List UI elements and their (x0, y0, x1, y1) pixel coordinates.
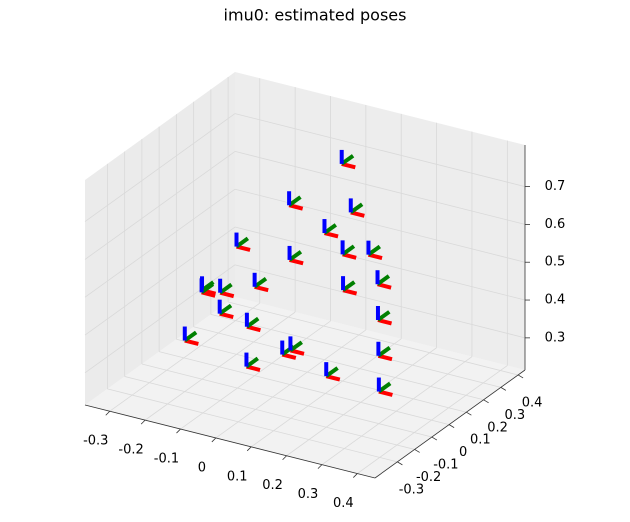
z-tick-label: 0.7 (545, 179, 566, 194)
y-tick-label: 0 (459, 445, 467, 460)
tick-mark (414, 449, 420, 453)
tick-mark (211, 437, 217, 443)
grid-line (250, 338, 402, 448)
tick-mark (176, 428, 181, 434)
z-tick-label: 0.3 (545, 330, 566, 345)
tick-mark (448, 424, 455, 428)
y-tick-label: -0.3 (399, 482, 424, 497)
tick-mark (466, 411, 472, 416)
grid-line (234, 226, 526, 301)
left-pane (85, 72, 235, 405)
grid-line (109, 302, 260, 412)
y-tick-label: 0.1 (470, 433, 491, 448)
tick-mark (353, 473, 358, 478)
y-tick-label: 0.2 (487, 420, 508, 435)
grid-line (321, 356, 473, 465)
z-tick-label: 0.4 (545, 293, 566, 308)
z-tick-label: 0.5 (545, 255, 566, 270)
x-tick-label: 0.2 (262, 478, 283, 493)
tick-mark (500, 387, 507, 391)
grid-line (84, 188, 236, 298)
tick-mark (397, 461, 403, 466)
z-tick-label: 0.6 (545, 217, 566, 232)
tick-mark (483, 399, 489, 404)
grid-line (234, 264, 526, 339)
tick-mark (517, 374, 524, 379)
y-tick-label: 0.3 (505, 408, 526, 423)
grid-line (159, 351, 450, 426)
y-tick-label: -0.2 (416, 470, 441, 485)
tick-mark (431, 436, 438, 441)
grid-line (124, 376, 415, 450)
x-tick-label: 0 (198, 460, 206, 475)
grid-line (286, 347, 437, 457)
grid-line (215, 329, 367, 439)
chart-title: imu0: estimated poses (224, 6, 407, 25)
x-tick-label: 0.3 (298, 487, 319, 502)
grid-line (228, 301, 519, 376)
tick-mark (246, 446, 252, 452)
grid-line (234, 151, 526, 225)
grid-line (144, 311, 296, 421)
grid-line (180, 320, 331, 430)
y-tick-label: -0.1 (433, 458, 458, 473)
tick-mark (282, 455, 287, 461)
y-axis-line (374, 369, 526, 479)
grid-line (107, 388, 398, 463)
grid-line (84, 151, 236, 260)
x-axis-line (84, 404, 376, 479)
back-pane (235, 72, 525, 370)
grid-line (84, 226, 236, 336)
grid-line (141, 363, 432, 438)
x-tick-label: 0.4 (333, 496, 354, 511)
grid-line (193, 326, 484, 401)
x-tick-label: -0.3 (83, 434, 108, 449)
tick-mark (140, 419, 146, 425)
x-tick-label: -0.1 (154, 452, 179, 467)
y-tick-label: 0.4 (522, 395, 543, 410)
tick-mark (317, 464, 323, 469)
x-tick-label: -0.2 (118, 443, 143, 458)
grid-line (84, 113, 236, 222)
grid-line (176, 338, 467, 413)
grid-line (210, 313, 501, 388)
grid-line (234, 188, 526, 263)
tick-mark (105, 410, 111, 416)
grid-line (357, 365, 508, 474)
grid-line (234, 113, 526, 187)
x-tick-label: 0.1 (227, 469, 248, 484)
